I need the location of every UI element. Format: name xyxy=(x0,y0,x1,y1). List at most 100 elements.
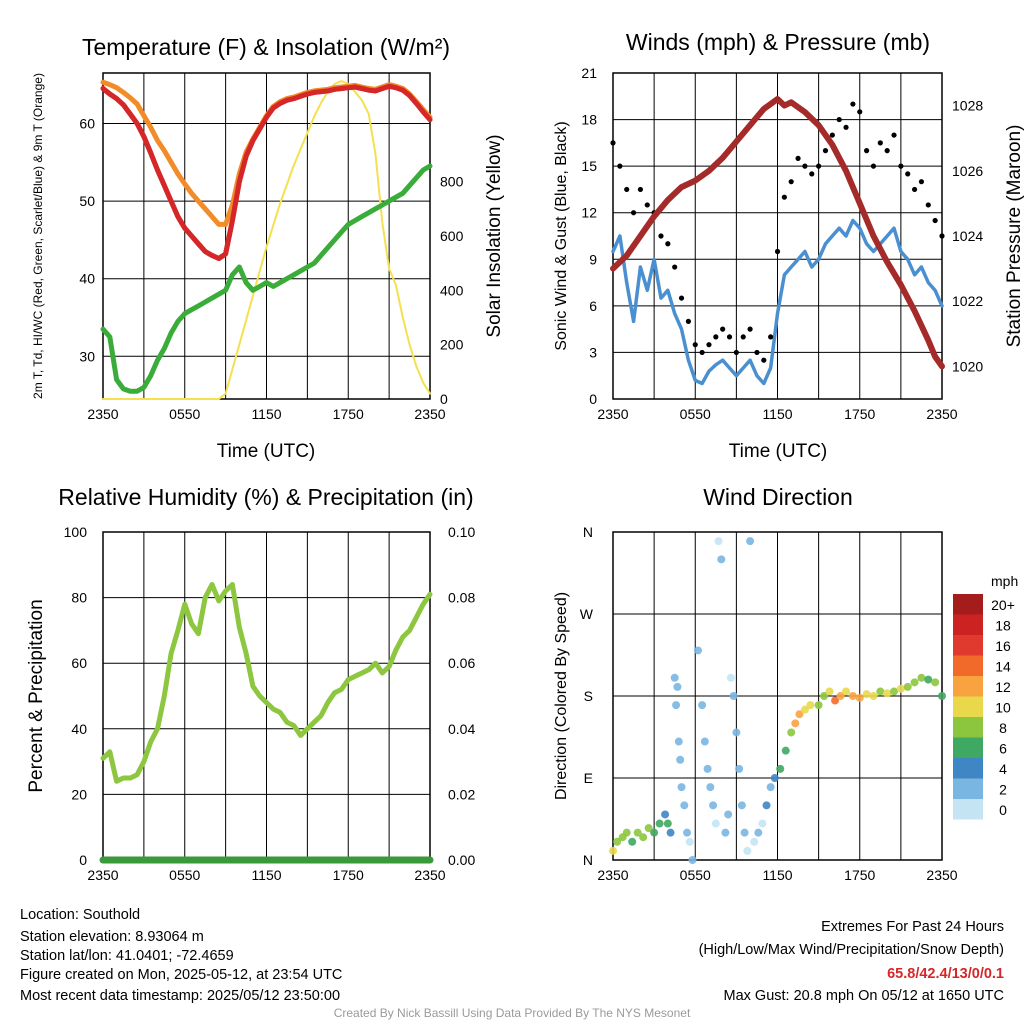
gust-point xyxy=(733,349,739,356)
elevation-label: Station elevation: 8.93064 m xyxy=(20,929,204,945)
direction-point xyxy=(672,701,681,710)
x-tick-label: 2350 xyxy=(87,867,118,883)
gust-point xyxy=(836,116,842,123)
direction-point xyxy=(743,846,752,855)
y2-tick-label: 1024 xyxy=(952,228,983,244)
gust-point xyxy=(699,349,705,356)
direction-point xyxy=(724,810,733,819)
direction-point xyxy=(703,764,712,773)
gust-point xyxy=(624,186,630,193)
y-tick-label: 50 xyxy=(79,193,95,209)
extremes-values: 65.8/42.4/13/0/0.1 xyxy=(887,966,1004,982)
direction-point xyxy=(706,783,715,792)
gust-point xyxy=(891,132,897,138)
x-tick-label: 1150 xyxy=(762,867,792,883)
gust-point xyxy=(795,155,801,161)
gust-point xyxy=(706,342,712,348)
x-tick-label: 1750 xyxy=(844,406,875,422)
gust-point xyxy=(637,186,644,193)
direction-point xyxy=(650,828,659,837)
x-tick-label: 1150 xyxy=(762,406,792,422)
direction-point xyxy=(924,675,933,684)
direction-point xyxy=(700,737,709,746)
direction-point xyxy=(848,692,857,700)
direction-point xyxy=(714,537,723,546)
x-tick-label: 2350 xyxy=(597,406,628,422)
gust-point xyxy=(665,241,671,247)
y2-axis-label-temperature: Solar Insolation (Yellow) xyxy=(484,134,505,337)
legend-swatch xyxy=(953,655,983,676)
direction-point xyxy=(655,819,664,828)
max-gust-label: Max Gust: 20.8 mph On 05/12 at 1650 UTC xyxy=(723,988,1004,1004)
series-solar-insolation xyxy=(102,80,431,400)
x-tick-label: 2350 xyxy=(926,406,957,422)
direction-point xyxy=(693,646,702,655)
legend-label: 10 xyxy=(995,700,1011,716)
gust-point xyxy=(740,334,746,340)
gust-point xyxy=(850,101,856,107)
direction-point xyxy=(698,701,707,710)
direction-point xyxy=(836,692,845,700)
gust-point xyxy=(829,132,835,138)
x-tick-label: 1150 xyxy=(251,406,281,422)
direction-point xyxy=(931,678,940,687)
legend-label: 12 xyxy=(995,679,1011,695)
direction-point xyxy=(732,728,741,737)
direction-point xyxy=(613,837,622,846)
gust-point xyxy=(747,326,753,332)
y-tick-label: 15 xyxy=(581,158,597,174)
direction-point xyxy=(820,692,829,700)
legend-swatch xyxy=(953,758,983,779)
y-tick-label: 18 xyxy=(581,112,597,128)
legend-swatch xyxy=(953,676,983,697)
legend-label: 16 xyxy=(995,638,1011,654)
direction-point xyxy=(869,692,878,700)
gust-point xyxy=(692,342,698,348)
direction-point xyxy=(766,783,775,792)
y-tick-label: 21 xyxy=(581,65,597,81)
y-tick-label: S xyxy=(584,688,593,704)
direction-point xyxy=(762,801,771,810)
gust-point xyxy=(816,163,822,169)
legend-label: 20+ xyxy=(991,597,1015,613)
direction-point xyxy=(663,819,672,828)
x-tick-label: 0550 xyxy=(169,406,200,422)
y-axis-label-humidity: Percent & Precipitation xyxy=(26,599,47,792)
legend-label: 14 xyxy=(995,659,1011,675)
y-tick-label: 60 xyxy=(79,115,95,131)
direction-point xyxy=(711,819,720,828)
direction-point xyxy=(896,684,905,693)
y2-tick-label: 1022 xyxy=(952,293,983,309)
gust-point xyxy=(843,124,849,130)
direction-point xyxy=(903,682,912,691)
direction-point xyxy=(910,678,919,687)
direction-point xyxy=(758,819,767,828)
legend-swatch xyxy=(953,696,983,717)
recent-data-label: Most recent data timestamp: 2025/05/12 2… xyxy=(20,988,341,1004)
x-tick-label: 1750 xyxy=(844,867,875,883)
legend-label: 0 xyxy=(999,802,1007,818)
y2-tick-label: 0.08 xyxy=(448,590,475,606)
direction-point xyxy=(639,833,648,842)
direction-point xyxy=(800,705,809,714)
y2-tick-label: 600 xyxy=(440,228,464,244)
gust-point xyxy=(864,148,870,154)
gust-point xyxy=(658,233,664,239)
direction-point xyxy=(661,810,670,819)
y-tick-label: 12 xyxy=(581,205,597,221)
extremes-description: (High/Low/Max Wind/Precipitation/Snow De… xyxy=(698,942,1004,958)
panel-winds xyxy=(610,72,945,400)
y2-tick-label: 0.06 xyxy=(448,655,475,671)
x-tick-label: 0550 xyxy=(680,867,711,883)
x-axis-label-winds: Time (UTC) xyxy=(729,441,828,462)
x-tick-label: 0550 xyxy=(169,867,200,883)
chart-title-winds: Winds (mph) & Pressure (mb) xyxy=(626,29,930,55)
series-2m-t-top xyxy=(100,83,433,261)
legend-title: mph xyxy=(991,573,1018,589)
gust-point xyxy=(672,264,678,270)
legend-swatch xyxy=(953,737,983,758)
direction-point xyxy=(673,682,682,691)
gust-point xyxy=(939,233,945,239)
direction-point xyxy=(831,696,840,705)
